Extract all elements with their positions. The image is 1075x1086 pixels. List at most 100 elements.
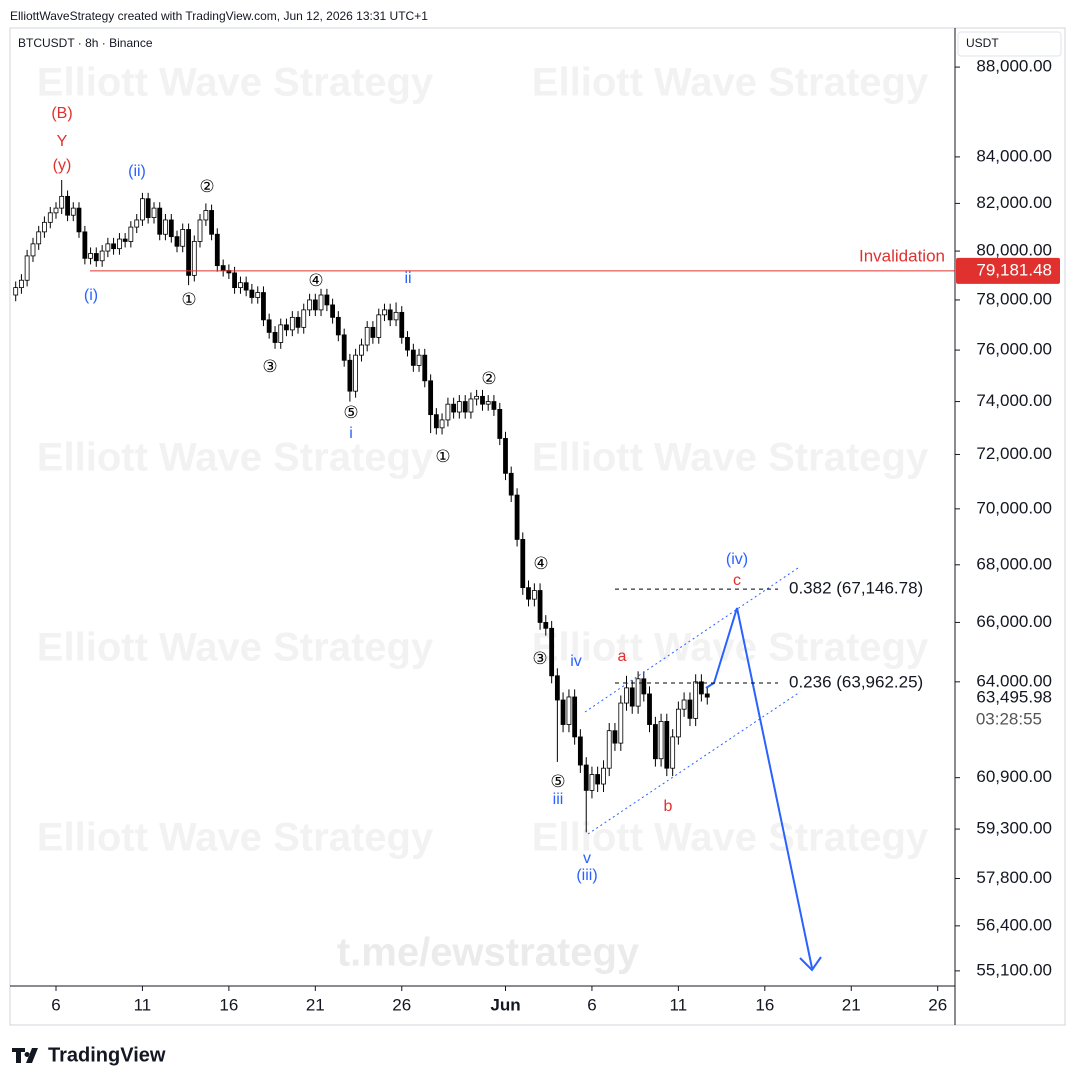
candle-body (238, 282, 243, 289)
wave-label: ③ (532, 649, 547, 669)
candle-body (53, 207, 59, 214)
plot (13, 180, 710, 833)
candle-body (491, 401, 497, 410)
candle-body (554, 675, 560, 701)
candle-body (203, 210, 209, 221)
candle-body (531, 590, 537, 600)
candle-body (428, 380, 434, 416)
currency-box (957, 31, 1062, 57)
candle-body (520, 539, 526, 589)
candle-body (670, 736, 676, 769)
candle-body (30, 243, 36, 257)
candle-body (503, 438, 508, 474)
watermark: Elliott Wave Strategy (37, 816, 434, 860)
candle-body (549, 627, 555, 677)
candle-body (698, 681, 704, 695)
watermark: Elliott Wave Strategy (532, 816, 929, 860)
candle-body (122, 238, 128, 242)
y-tick-label: 82,000.00 (976, 193, 1052, 212)
candle-body (307, 299, 313, 311)
currency: USDT (966, 36, 999, 50)
candle-body (704, 693, 710, 698)
x-tick-label: 21 (306, 995, 325, 1014)
wave-label: a (618, 648, 627, 665)
candle-body (174, 236, 180, 247)
symbol: BTCUSDT · 8h · Binance (18, 36, 153, 50)
candle-body (93, 253, 99, 262)
candle-body (497, 409, 503, 439)
wave-label: b (664, 798, 673, 815)
candle-body (387, 309, 393, 321)
invalidation-price: 79,181.48 (976, 260, 1052, 279)
candle-body (180, 229, 186, 247)
wave-label: (i) (84, 287, 98, 304)
candle-body (140, 198, 145, 221)
candle-body (601, 767, 606, 785)
candle-body (76, 207, 82, 233)
candle-body (266, 319, 272, 333)
candle-body (13, 287, 19, 296)
logo-icon (12, 1048, 38, 1063)
wave-label: (ii) (128, 163, 146, 180)
candle-body (382, 309, 387, 316)
candle-body (232, 272, 237, 289)
candle-body (289, 316, 295, 331)
candle-body (658, 721, 664, 760)
candle-body (295, 316, 301, 328)
candle-body (335, 316, 341, 336)
wave-label: iii (553, 791, 564, 808)
candle-body (618, 702, 624, 744)
wave-label: c (733, 572, 741, 589)
y-tick-label: 60,900.00 (976, 767, 1052, 786)
candle-body (70, 207, 76, 216)
x-tick-label: 16 (755, 995, 774, 1014)
frame (9, 27, 1066, 1026)
candle-body (157, 207, 163, 235)
candle-body (278, 324, 284, 343)
wave-label: ① (435, 447, 450, 467)
watermark: Elliott Wave Strategy (37, 626, 434, 670)
candle-body (347, 359, 353, 392)
candle-body (393, 311, 399, 321)
header: ElliottWaveStrategy created with Trading… (10, 9, 428, 23)
candle-body (324, 294, 330, 306)
fib-label: 0.236 (63,962.25) (789, 672, 923, 691)
candle-body (117, 238, 122, 250)
wave-label: (iv) (726, 551, 748, 568)
candle-body (249, 289, 255, 298)
candle-body (508, 472, 514, 496)
candle-body (65, 195, 70, 216)
candle-body (82, 231, 88, 259)
wave-label: ii (404, 270, 411, 287)
x-tick-label: 11 (670, 995, 688, 1014)
y-tick-label: 88,000.00 (976, 57, 1052, 76)
projection (705, 607, 813, 969)
candle-body (24, 255, 30, 281)
candle-body (318, 294, 324, 311)
last-price-box (956, 687, 1060, 734)
candle-body (209, 210, 214, 235)
logo-text: TradingView (48, 1044, 166, 1066)
wave-label: ① (181, 290, 196, 310)
candle-body (589, 774, 595, 791)
y-tick-label: 64,000.00 (976, 671, 1052, 690)
wave-label: ③ (262, 357, 277, 377)
candle-body (341, 334, 347, 361)
candle-body (364, 326, 370, 346)
wave-label: ② (481, 369, 496, 389)
projection-arrowhead (799, 956, 822, 972)
candle-body (168, 219, 174, 238)
candle-body (647, 693, 652, 725)
wave-label: Y (57, 133, 68, 150)
candle-body (261, 292, 266, 321)
candle-body (560, 699, 566, 725)
candle-body (88, 253, 93, 259)
candle-body (456, 401, 462, 413)
y-tick-label: 57,800.00 (976, 868, 1052, 887)
candle-body (635, 678, 641, 707)
candle-body (353, 354, 359, 392)
wave-label: ⑤ (343, 403, 358, 423)
candle-body (214, 233, 220, 267)
y-tick-label: 78,000.00 (976, 289, 1052, 308)
